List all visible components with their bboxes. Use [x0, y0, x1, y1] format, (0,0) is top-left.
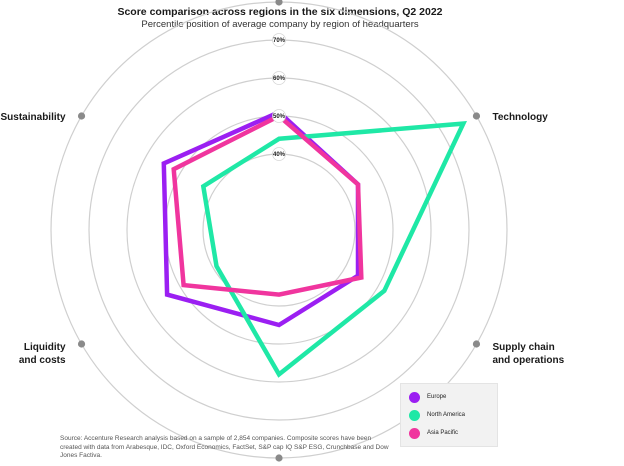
ring-60 — [126, 77, 432, 383]
legend-item-europe: Europe — [409, 390, 446, 404]
legend-swatch-north-america — [409, 409, 420, 421]
series-north-america — [200, 121, 467, 378]
legend-swatch-asia-pacific — [409, 427, 420, 439]
legend-label-north-america: North America — [427, 412, 466, 418]
axis-marker-5 — [77, 112, 86, 120]
axis-marker-2 — [472, 340, 481, 348]
ring-label-bg-60 — [272, 71, 286, 85]
ring-label-60: 60% — [273, 76, 286, 82]
axis-label-1: Technology — [492, 112, 548, 123]
chart-title: Score comparison across regions in the s… — [117, 6, 443, 18]
axis-marker-3 — [275, 454, 283, 462]
axis-label-4: Liquidity and costs — [19, 342, 66, 366]
ring-label-bg-50 — [272, 109, 286, 123]
ring-label-bg-70 — [272, 33, 286, 47]
axis-label-2: Supply chain and operations — [492, 342, 564, 366]
ring-label-40: 40% — [273, 152, 286, 158]
legend-label-asia-pacific: Asia Pacific — [427, 430, 459, 436]
legend-item-asia-pacific: Asia Pacific — [409, 426, 458, 440]
legend-swatch-europe — [409, 391, 420, 403]
legend-label-europe: Europe — [427, 394, 447, 400]
axis-marker-4 — [77, 340, 86, 348]
legend: Europe North America Asia Pacific — [400, 383, 498, 447]
ring-label-70: 70% — [273, 38, 286, 44]
axis-marker-1 — [472, 112, 481, 120]
source-note: Source: Accenture Research analysis base… — [60, 435, 389, 459]
axis-label-5: Sustainability — [1, 112, 66, 123]
chart-subtitle: Percentile position of average company b… — [141, 19, 419, 30]
ring-label-50: 50% — [273, 114, 286, 120]
series-asia-pacific — [171, 113, 364, 297]
ring-label-bg-40 — [272, 147, 286, 161]
axis-marker-0 — [275, 0, 283, 6]
legend-item-north-america: North America — [409, 408, 465, 422]
